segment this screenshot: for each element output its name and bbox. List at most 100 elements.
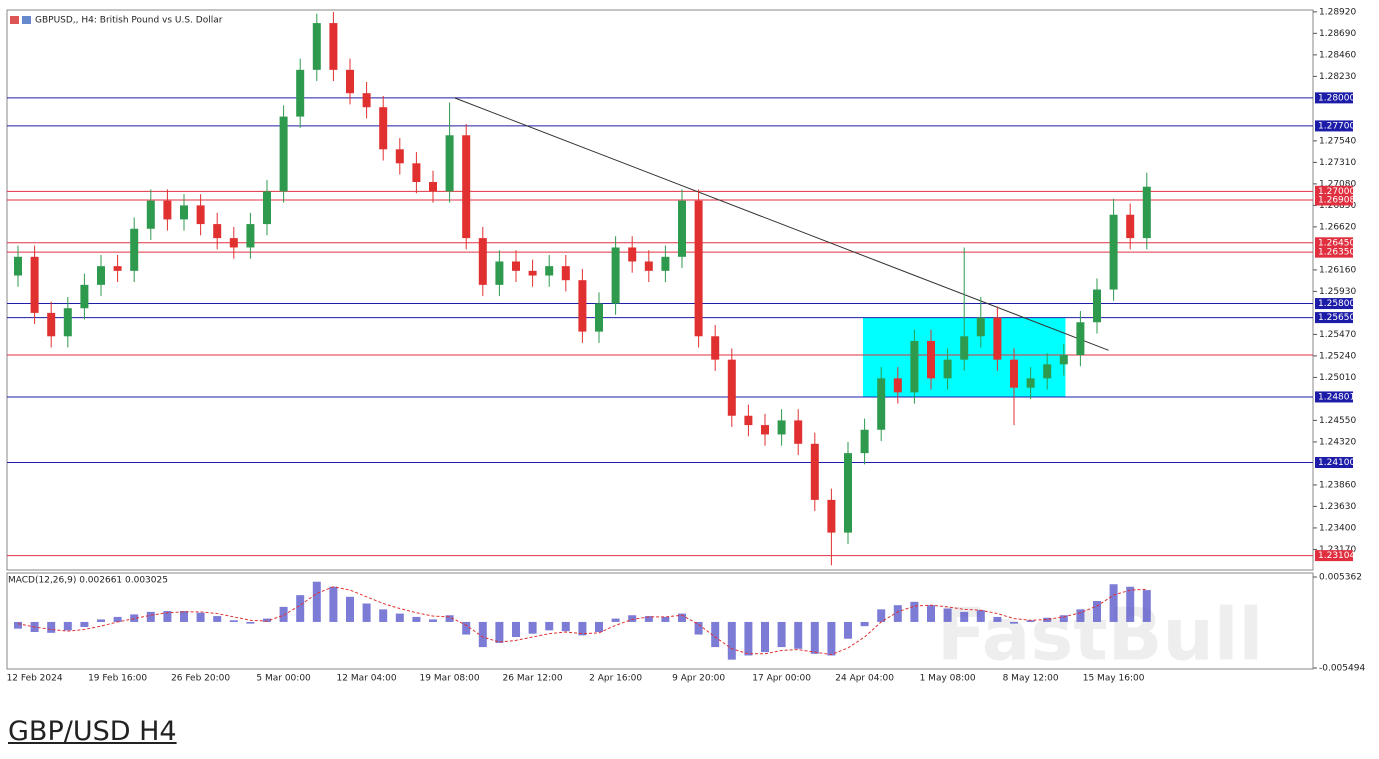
macd-bar [512, 621, 520, 638]
macd-bar [329, 586, 338, 622]
candle-body [761, 425, 769, 435]
chart-title: GBPUSD,, H4: British Pound vs U.S. Dolla… [35, 16, 223, 26]
x-tick-label: 5 Mar 00:00 [256, 674, 311, 684]
y-tick-label: 1.25470 [1319, 330, 1356, 340]
candle-body [163, 200, 172, 220]
macd-bar [445, 615, 454, 622]
candle-body [213, 224, 222, 239]
candle-body [877, 378, 886, 430]
y-tick-label: 1.24320 [1319, 437, 1356, 447]
trendline [454, 97, 1109, 351]
macd-bar [810, 621, 819, 654]
macd-bar [678, 613, 686, 622]
chart: FastBull GBPUSD,, H4: British Pound vs U… [6, 7, 1365, 684]
macd-bar [844, 621, 852, 639]
macd-bar [47, 621, 56, 633]
macd-bar [611, 618, 620, 622]
candle-body [644, 261, 653, 271]
candle-body [1059, 354, 1068, 365]
candle-body [312, 23, 321, 70]
candle-body [47, 312, 56, 337]
candle-body [30, 256, 39, 313]
y-tick-label: 1.25010 [1319, 373, 1356, 383]
candle-body [180, 205, 188, 220]
macd-bar [312, 581, 321, 622]
candle-body [1126, 214, 1135, 239]
macd-bar [395, 613, 404, 622]
y-tick-label: 1.26850 [1319, 201, 1356, 211]
y-tick-label: -0.005494 [1319, 664, 1365, 674]
candle-body [993, 317, 1002, 360]
macd-bar [113, 616, 122, 622]
candle-body [611, 247, 620, 304]
macd-bar [661, 616, 670, 622]
macd-bar [1076, 609, 1085, 622]
macd-bar [727, 621, 736, 660]
macd-bar [860, 621, 869, 627]
candle-body [595, 303, 603, 332]
level-label: 1.28000 [1318, 93, 1355, 103]
candle-body [329, 23, 338, 70]
candle-body [1142, 186, 1151, 239]
icon [10, 16, 19, 24]
macd-bar [877, 609, 886, 622]
macd-bar [263, 618, 271, 622]
signal-line [17, 586, 1147, 656]
candle-body [628, 247, 637, 262]
macd-bar [960, 611, 969, 622]
macd-bar [761, 621, 769, 653]
macd-bar [379, 609, 388, 622]
candle-body [97, 266, 105, 285]
level-tag [1315, 312, 1353, 324]
candle-body [810, 443, 819, 500]
macd-bar [927, 605, 935, 622]
macd-title: MACD(12,26,9) 0.002661 0.003025 [8, 576, 168, 586]
x-tick-label: 12 Mar 04:00 [337, 674, 397, 684]
macd-bar [429, 619, 437, 622]
level-label: 1.25650 [1318, 313, 1355, 323]
x-tick-label: 2 Apr 16:00 [589, 674, 642, 684]
macd-bar [993, 616, 1002, 622]
macd-bar [130, 614, 139, 622]
candle-body [296, 69, 305, 117]
x-tick-label: 9 Apr 20:00 [672, 674, 725, 684]
y-tick-label: 1.27080 [1319, 179, 1356, 189]
macd-bar [296, 595, 305, 622]
candle-body [80, 284, 89, 309]
candle-body [63, 308, 72, 337]
y-tick-label: 0.005362 [1319, 573, 1362, 583]
y-tick-label: 1.26620 [1319, 222, 1356, 232]
macd-bar [14, 621, 22, 629]
macd-bar [180, 611, 188, 622]
macd-bar [346, 596, 354, 622]
level-tag [1315, 92, 1353, 104]
candle-body [777, 420, 786, 435]
y-tick-label: 1.25240 [1319, 351, 1356, 361]
candle-body [395, 149, 404, 164]
candle-body [976, 317, 985, 337]
x-tick-label: 26 Mar 12:00 [503, 674, 563, 684]
macd-bar [744, 621, 753, 656]
x-tick-label: 24 Apr 04:00 [835, 674, 894, 684]
level-label: 1.26350 [1318, 248, 1355, 258]
level-label: 1.24801 [1318, 392, 1355, 402]
level-tag [1315, 298, 1353, 310]
macd-bar [1142, 590, 1151, 622]
macd-bar [644, 616, 653, 622]
macd-bar [63, 621, 72, 631]
macd-bar [1043, 617, 1052, 622]
level-label: 1.24100 [1318, 458, 1355, 468]
y-tick-label: 1.27310 [1319, 158, 1356, 168]
macd-bar [578, 621, 587, 636]
x-tick-label: 12 Feb 2024 [7, 674, 63, 684]
candle-body [528, 270, 537, 276]
macd-bar [246, 621, 255, 624]
candle-body [860, 429, 869, 454]
macd-bar [1109, 584, 1118, 622]
y-tick-label: 1.23860 [1319, 480, 1356, 490]
price-pane [6, 9, 1314, 571]
candle-body [927, 340, 935, 379]
macd-bar [628, 615, 637, 622]
level-label: 1.26450 [1318, 238, 1355, 248]
